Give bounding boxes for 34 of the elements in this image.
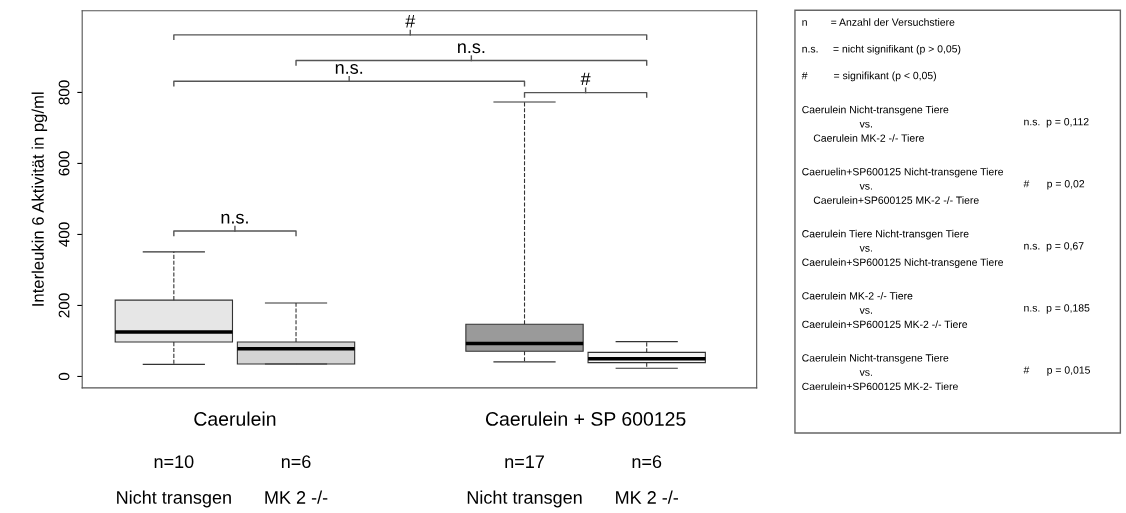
text: Caerulein + SP 600125 xyxy=(485,411,686,426)
text: Caerulein Nicht-transgene Tiere vs. Caerulein MK-2 -/- Tiere xyxy=(802,105,949,142)
text: n.s. = nicht signifikant (p > 0,05) xyxy=(802,44,961,55)
text: n.s. p = 0,112 xyxy=(1024,118,1089,128)
text: n.s. p = 0,185 xyxy=(1024,304,1090,314)
text: Caerulein xyxy=(194,411,276,426)
text: n=17 xyxy=(505,455,544,468)
y-tick-label: 800 xyxy=(58,80,70,105)
annotation: # xyxy=(405,15,416,28)
text: n=6 xyxy=(281,455,311,469)
annotation: # xyxy=(580,72,591,86)
text: n = Anzahl der Versuchstiere xyxy=(802,18,955,26)
y-axis-title: Interleukin 6 Aktivität in pg/ml xyxy=(31,92,48,306)
text: # = signifikant (p < 0,05) xyxy=(801,71,936,82)
annotation: n.s. xyxy=(221,213,248,224)
text: Caerulein MK-2 -/- Tiere vs. Caerulein+SP600125 MK-2 -/- Tiere xyxy=(802,291,968,329)
text: n.s. p = 0,67 xyxy=(1024,242,1084,252)
x-tick-label: Nicht transgen xyxy=(117,490,231,508)
y-tick-label: 0 xyxy=(58,372,70,381)
text: # p = 0,015 xyxy=(1023,366,1090,376)
text: # p = 0,02 xyxy=(1023,180,1085,190)
x-tick-label: Nicht transgen xyxy=(467,490,582,508)
annotation: n.s. xyxy=(458,43,485,54)
y-tick-label: 600 xyxy=(58,151,70,176)
x-tick-label: MK 2 -/- xyxy=(616,490,678,504)
text: Caeruelin+SP600125 Nicht-transgene Tiere vs. Caerulein+SP600125 MK-2 -/- Tiere xyxy=(802,167,1004,204)
x-tick-label: MK 2 -/- xyxy=(265,490,328,504)
text: n=6 xyxy=(632,455,662,469)
y-tick-label: 400 xyxy=(58,222,70,247)
text: Caerulein Tiere Nicht-transgen Tiere vs. Caerulein+SP600125 Nicht-transgene Tiere xyxy=(802,229,1004,269)
text: n=10 xyxy=(154,455,194,469)
annotation: n.s. xyxy=(335,64,363,74)
y-tick-label: 200 xyxy=(58,293,70,318)
text: Caerulein Nicht-transgene Tiere vs. Caerulein+SP600125 MK-2- Tiere xyxy=(802,353,958,391)
